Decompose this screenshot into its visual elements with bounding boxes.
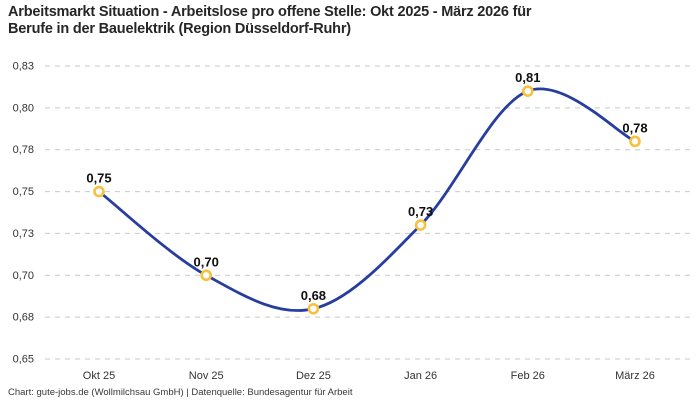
y-tick-label: 0,80	[13, 102, 34, 114]
data-point	[629, 135, 641, 148]
data-point-label: 0,81	[515, 70, 540, 85]
chart-title: Arbeitsmarkt Situation - Arbeitslose pro…	[8, 4, 532, 38]
x-tick-label: März 26	[615, 370, 655, 382]
y-tick-label: 0,65	[13, 354, 34, 366]
data-point-label: 0,68	[301, 288, 326, 303]
y-tick-label: 0,73	[13, 228, 34, 240]
data-point-label: 0,73	[408, 204, 433, 219]
data-point-label: 0,78	[622, 120, 647, 135]
data-point-label: 0,75	[86, 171, 111, 186]
data-point	[200, 269, 212, 282]
chart-title-line1: Arbeitsmarkt Situation - Arbeitslose pro…	[8, 4, 532, 20]
data-point	[93, 185, 105, 198]
chart-footer: Chart: gute-jobs.de (Wollmilchsau GmbH) …	[8, 387, 353, 398]
chart-title-line2: Berufe in der Bauelektrik (Region Düssel…	[8, 21, 351, 37]
series-line	[97, 87, 637, 312]
y-tick-label: 0,70	[13, 270, 34, 282]
data-point	[414, 219, 427, 231]
y-tick-label: 0,78	[13, 144, 34, 156]
y-tick-label: 0,75	[13, 186, 34, 198]
y-tick-label: 0,83	[13, 61, 34, 73]
x-tick-label: Jan 26	[404, 370, 437, 382]
data-point	[307, 302, 320, 315]
data-point	[521, 85, 534, 97]
data-point-label: 0,70	[194, 254, 219, 269]
x-tick-label: Feb 26	[511, 370, 545, 382]
x-tick-label: Nov 25	[189, 370, 224, 382]
x-tick-label: Okt 25	[83, 370, 115, 382]
x-tick-label: Dez 25	[296, 370, 331, 382]
y-tick-label: 0,68	[13, 312, 34, 324]
